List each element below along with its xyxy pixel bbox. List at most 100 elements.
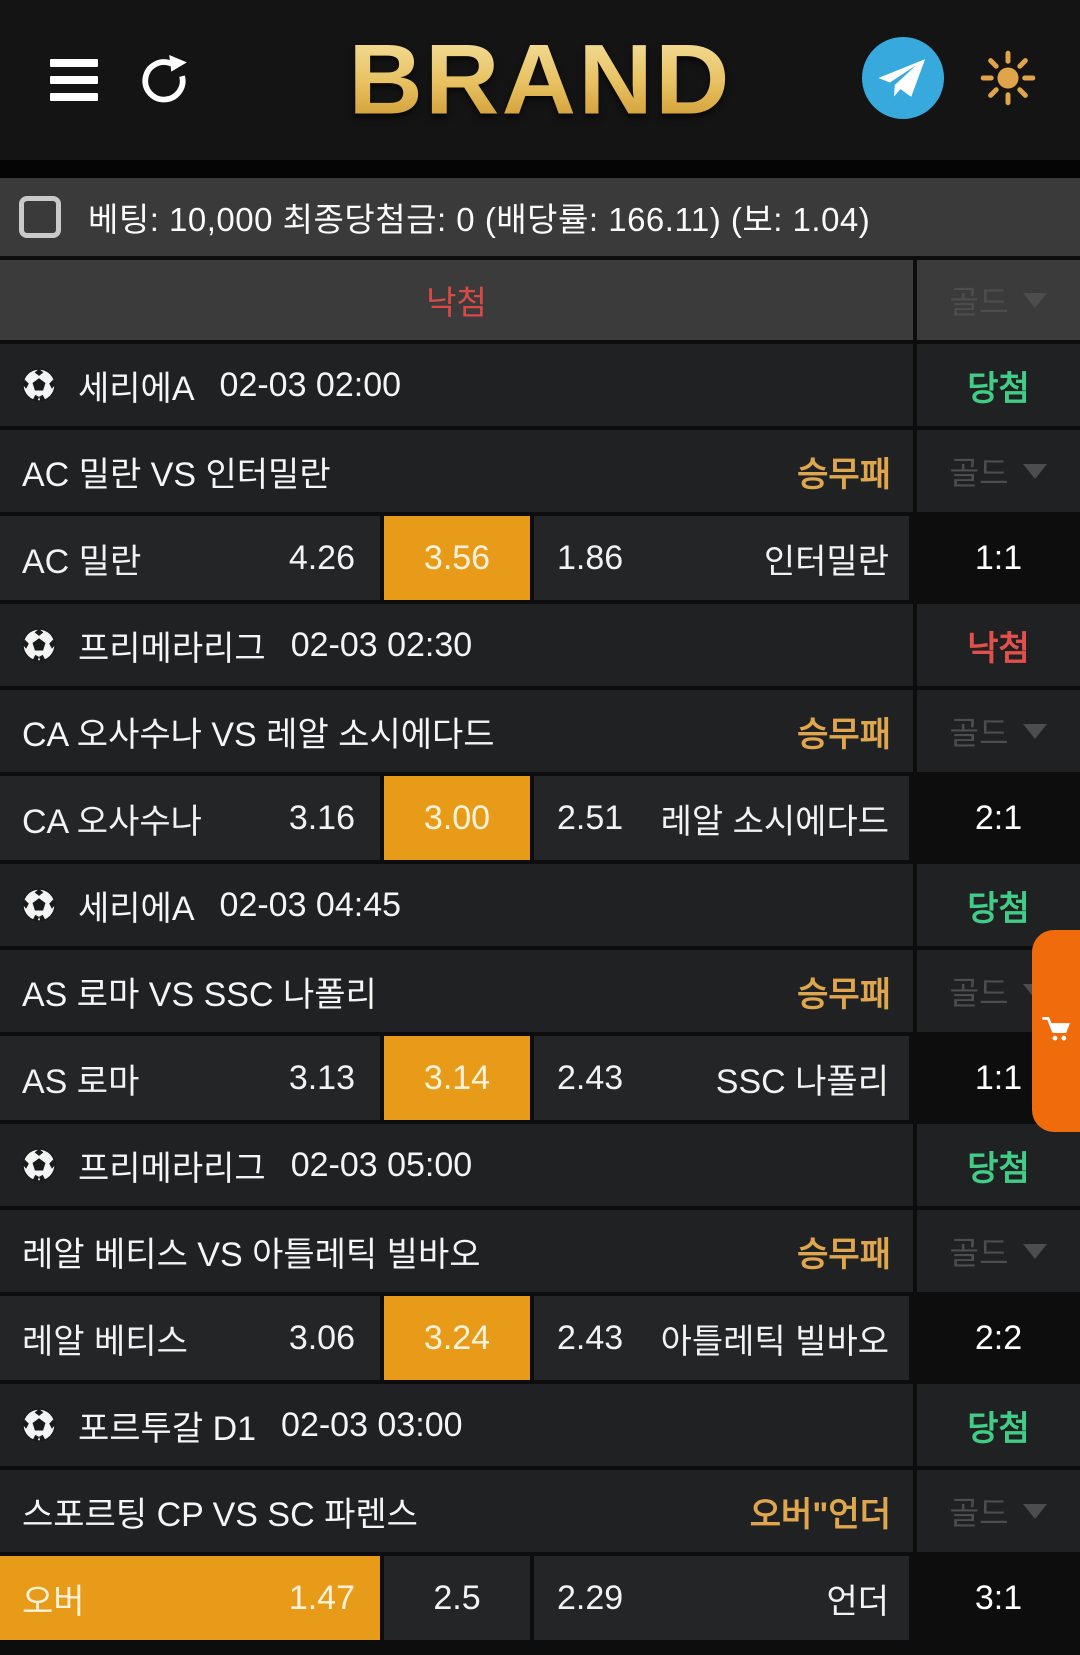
match-side: 골드 bbox=[917, 690, 1080, 772]
odds-draw-value: 3.14 bbox=[423, 1058, 491, 1097]
bet-summary-text: 베팅: 10,000 최종당첨금: 0 (배당률: 166.11) (보: 1.… bbox=[88, 201, 871, 238]
score-badge: 1:1 bbox=[974, 1058, 1023, 1097]
gold-dropdown[interactable]: 골드 bbox=[950, 448, 1048, 494]
match-title: 레알 베티스 VS 아틀레틱 빌바오 bbox=[22, 1235, 481, 1274]
match-info: 스포르팅 CP VS SC 파렌스 오버"언더 bbox=[0, 1470, 917, 1552]
odds-draw-cell[interactable]: 3.00 bbox=[384, 776, 530, 860]
odds-home-value: 3.13 bbox=[288, 1058, 355, 1097]
match-row: 레알 베티스 VS 아틀레틱 빌바오 승무패 골드 bbox=[0, 1210, 1080, 1296]
odds-cells: 오버 1.47 2.5 2.29 언더 bbox=[0, 1556, 917, 1640]
league-name: 프리메라리그 bbox=[78, 629, 266, 668]
odds-away-label: 아틀레틱 빌바오 bbox=[660, 1322, 889, 1361]
odds-home-cell[interactable]: AS 로마 3.13 bbox=[0, 1036, 380, 1120]
league-info: 프리메라리그 02-03 02:30 bbox=[0, 604, 917, 686]
refresh-icon[interactable] bbox=[138, 54, 190, 106]
result-cell: 낙첨 bbox=[917, 604, 1080, 686]
result-cell: 당첨 bbox=[917, 344, 1080, 426]
league-name: 세리에A bbox=[78, 889, 195, 928]
match-row: AS 로마 VS SSC 나폴리 승무패 골드 bbox=[0, 950, 1080, 1036]
match-row: AC 밀란 VS 인터밀란 승무패 골드 bbox=[0, 430, 1080, 516]
match-side: 골드 bbox=[917, 430, 1080, 512]
gold-dropdown[interactable]: 골드 bbox=[950, 708, 1048, 754]
soccer-ball-icon bbox=[22, 1148, 56, 1182]
chevron-down-icon bbox=[1023, 1243, 1048, 1259]
odds-home-label: CA 오사수나 bbox=[22, 802, 202, 841]
menu-icon[interactable] bbox=[50, 59, 98, 101]
odds-away-cell[interactable]: 2.43 아틀레틱 빌바오 bbox=[534, 1296, 909, 1380]
odds-line-cell[interactable]: 2.5 bbox=[384, 1556, 530, 1640]
odds-away-cell[interactable]: 2.43 SSC 나폴리 bbox=[534, 1036, 909, 1120]
soccer-ball-icon bbox=[22, 368, 56, 402]
league-row: 프리메라리그 02-03 05:00 당첨 bbox=[0, 1124, 1080, 1210]
league-name: 세리에A bbox=[78, 369, 195, 408]
match-row: CA 오사수나 VS 레알 소시에다드 승무패 골드 bbox=[0, 690, 1080, 776]
odds-away-value: 2.43 bbox=[557, 1318, 624, 1357]
odds-draw-value: 3.56 bbox=[423, 538, 491, 577]
soccer-ball-icon bbox=[22, 888, 56, 922]
odds-cells: CA 오사수나 3.16 3.00 2.51 레알 소시에다드 bbox=[0, 776, 917, 860]
gold-dropdown[interactable]: 골드 bbox=[950, 1488, 1048, 1534]
league-info: 세리에A 02-03 04:45 bbox=[0, 864, 917, 946]
chevron-down-icon bbox=[1023, 463, 1048, 479]
score-cell: 2:2 bbox=[917, 1296, 1080, 1380]
gold-dropdown-label: 골드 bbox=[949, 975, 1009, 1011]
odds-away-label: SSC 나폴리 bbox=[715, 1062, 889, 1101]
odds-row: AS 로마 3.13 3.14 2.43 SSC 나폴리 1:1 bbox=[0, 1036, 1080, 1124]
odds-draw-value: 3.00 bbox=[423, 798, 491, 837]
soccer-ball-icon bbox=[22, 1408, 56, 1442]
result-badge: 낙첨 bbox=[967, 629, 1030, 668]
market-label: 승무패 bbox=[797, 975, 891, 1014]
sun-icon[interactable] bbox=[977, 47, 1039, 109]
bet-status-header: 낙첨 bbox=[426, 284, 487, 321]
match-datetime: 02-03 02:30 bbox=[290, 625, 473, 664]
bet-checkbox[interactable] bbox=[19, 196, 61, 238]
odds-under-cell[interactable]: 2.29 언더 bbox=[534, 1556, 909, 1640]
telegram-icon[interactable] bbox=[862, 37, 944, 119]
odds-away-value: 2.43 bbox=[557, 1058, 624, 1097]
match-side: 골드 bbox=[917, 1470, 1080, 1552]
league-info: 세리에A 02-03 02:00 bbox=[0, 344, 917, 426]
match-title: 스포르팅 CP VS SC 파렌스 bbox=[22, 1495, 418, 1534]
match-info: 레알 베티스 VS 아틀레틱 빌바오 승무패 bbox=[0, 1210, 917, 1292]
odds-row: CA 오사수나 3.16 3.00 2.51 레알 소시에다드 2:1 bbox=[0, 776, 1080, 864]
score-badge: 2:2 bbox=[974, 1318, 1023, 1357]
odds-over-cell[interactable]: 오버 1.47 bbox=[0, 1556, 380, 1640]
match-title: CA 오사수나 VS 레알 소시에다드 bbox=[22, 715, 495, 754]
gold-dropdown-label: 골드 bbox=[949, 1235, 1009, 1271]
match-datetime: 02-03 03:00 bbox=[281, 1405, 463, 1444]
score-cell: 2:1 bbox=[917, 776, 1080, 860]
odds-draw-cell[interactable]: 3.24 bbox=[384, 1296, 530, 1380]
gold-dropdown-label: 골드 bbox=[949, 1495, 1009, 1531]
match-info: AS 로마 VS SSC 나폴리 승무패 bbox=[0, 950, 917, 1032]
gold-dropdown-label: 골드 bbox=[949, 715, 1009, 751]
score-badge: 1:1 bbox=[974, 538, 1023, 577]
odds-home-label: AS 로마 bbox=[22, 1062, 140, 1101]
score-badge: 3:1 bbox=[974, 1578, 1023, 1617]
odds-cells: AS 로마 3.13 3.14 2.43 SSC 나폴리 bbox=[0, 1036, 917, 1120]
odds-home-cell[interactable]: 레알 베티스 3.06 bbox=[0, 1296, 380, 1380]
league-name: 포르투갈 D1 bbox=[78, 1409, 257, 1448]
odds-over-label: 오버 bbox=[22, 1582, 85, 1621]
chevron-down-icon bbox=[1023, 1503, 1048, 1519]
league-row: 세리에A 02-03 04:45 당첨 bbox=[0, 864, 1080, 950]
odds-draw-cell[interactable]: 3.56 bbox=[384, 516, 530, 600]
odds-home-label: 레알 베티스 bbox=[22, 1322, 188, 1361]
score-cell: 1:1 bbox=[917, 1036, 1080, 1120]
odds-away-value: 2.51 bbox=[557, 798, 624, 837]
gold-dropdown[interactable]: 골드 bbox=[950, 277, 1048, 323]
odds-home-cell[interactable]: AC 밀란 4.26 bbox=[0, 516, 380, 600]
odds-draw-value: 3.24 bbox=[423, 1318, 491, 1357]
match-side: 골드 bbox=[917, 1210, 1080, 1292]
odds-row: 오버 1.47 2.5 2.29 언더 3:1 bbox=[0, 1556, 1080, 1644]
cart-button[interactable] bbox=[1032, 930, 1080, 1132]
odds-home-value: 4.26 bbox=[288, 538, 355, 577]
soccer-ball-icon bbox=[22, 628, 56, 662]
odds-under-label: 언더 bbox=[826, 1582, 889, 1621]
gold-dropdown[interactable]: 골드 bbox=[950, 1228, 1048, 1274]
match-datetime: 02-03 02:00 bbox=[219, 365, 402, 404]
odds-away-cell[interactable]: 1.86 인터밀란 bbox=[534, 516, 909, 600]
odds-home-cell[interactable]: CA 오사수나 3.16 bbox=[0, 776, 380, 860]
odds-away-cell[interactable]: 2.51 레알 소시에다드 bbox=[534, 776, 909, 860]
odds-draw-cell[interactable]: 3.14 bbox=[384, 1036, 530, 1120]
match-title: AS 로마 VS SSC 나폴리 bbox=[22, 975, 377, 1014]
